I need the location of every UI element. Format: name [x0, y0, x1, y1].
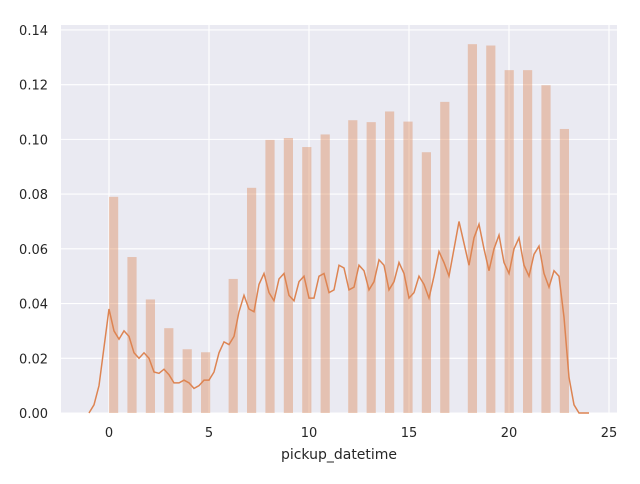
- x-tick-label: 15: [401, 426, 418, 441]
- bar: [421, 152, 431, 414]
- bar: [385, 111, 395, 413]
- x-tick-label: 10: [301, 426, 318, 441]
- bar: [127, 257, 137, 413]
- bar: [440, 101, 450, 413]
- bar: [523, 70, 533, 413]
- bar: [164, 328, 174, 413]
- bar: [486, 45, 496, 414]
- bar: [348, 120, 358, 413]
- bar: [302, 147, 312, 413]
- bar: [320, 134, 330, 413]
- bar: [145, 299, 155, 413]
- x-tick-label: 20: [501, 426, 518, 441]
- bar: [366, 122, 376, 413]
- bar: [228, 278, 238, 413]
- bar: [247, 187, 257, 413]
- bar: [265, 139, 275, 413]
- bar: [559, 128, 569, 414]
- bar: [283, 138, 293, 413]
- y-tick-label: 0.06: [19, 243, 48, 258]
- y-tick-label: 0.04: [19, 298, 48, 313]
- y-tick-label: 0.12: [19, 79, 48, 94]
- x-tick-label: 25: [601, 426, 618, 441]
- bar: [403, 121, 413, 413]
- bar: [201, 352, 211, 413]
- y-tick-label: 0.02: [19, 352, 48, 367]
- y-tick-label: 0.14: [19, 24, 48, 39]
- y-tick-label: 0.10: [19, 133, 48, 148]
- x-tick-label: 5: [205, 426, 213, 441]
- bar: [504, 70, 514, 413]
- bar: [109, 196, 119, 413]
- bar: [541, 85, 551, 414]
- x-tick-label: 0: [105, 426, 113, 441]
- bar: [467, 44, 477, 413]
- y-tick-label: 0.08: [19, 188, 48, 203]
- y-tick-label: 0.00: [19, 407, 48, 422]
- plot-area: [61, 25, 617, 413]
- kde-line: [88, 221, 589, 414]
- x-axis-label: pickup_datetime: [281, 447, 397, 463]
